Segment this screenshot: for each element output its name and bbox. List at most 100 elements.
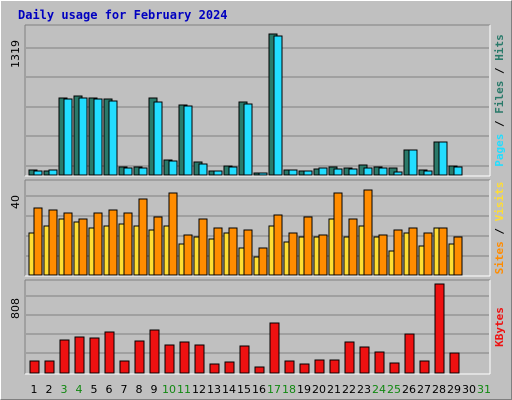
bar-visits-day-1 <box>33 207 43 276</box>
bar-visits-day-24 <box>378 234 388 276</box>
bar-visits-day-10 <box>168 192 178 276</box>
bar-kbytes-day-11 <box>179 341 190 374</box>
bar-pages-day-15 <box>243 103 253 176</box>
bar-pages-day-11 <box>183 105 193 176</box>
x-label-day-22: 22 <box>342 383 356 396</box>
bar-pages-day-18 <box>288 169 298 176</box>
bar-kbytes-day-27 <box>419 360 430 374</box>
bar-kbytes-day-3 <box>59 339 70 374</box>
bar-kbytes-day-14 <box>224 361 235 374</box>
x-label-day-17: 17 <box>267 383 281 396</box>
bar-pages-day-1 <box>33 170 43 176</box>
bar-kbytes-day-21 <box>329 359 340 374</box>
bar-kbytes-day-5 <box>89 337 100 374</box>
bar-kbytes-day-28 <box>434 283 445 374</box>
bar-visits-day-17 <box>273 214 283 276</box>
panel-kbytes: 808 KBytes <box>9 279 506 375</box>
bar-kbytes-day-17 <box>269 322 280 374</box>
legend-files: Files <box>493 81 506 114</box>
bar-kbytes-day-19 <box>299 363 310 374</box>
bar-visits-day-21 <box>333 192 343 276</box>
legend-separator: / <box>493 221 506 241</box>
legend-pages: Pages <box>493 134 506 167</box>
x-label-day-24: 24 <box>372 383 386 396</box>
bar-pages-day-16 <box>258 172 268 176</box>
bar-pages-day-9 <box>153 101 163 176</box>
bar-visits-day-20 <box>318 234 328 276</box>
bar-visits-day-29 <box>453 236 463 276</box>
x-label-day-31: 31 <box>477 383 491 396</box>
x-label-day-1: 1 <box>31 383 38 396</box>
bar-pages-day-14 <box>228 166 238 176</box>
bar-kbytes-day-20 <box>314 359 325 374</box>
bar-visits-day-25 <box>393 229 403 276</box>
bar-kbytes-day-24 <box>374 351 385 374</box>
y-max-label: 40 <box>9 195 22 209</box>
bar-pages-day-26 <box>408 149 418 176</box>
bar-kbytes-day-1 <box>29 360 40 374</box>
bar-pages-day-10 <box>168 160 178 176</box>
bar-kbytes-day-12 <box>194 344 205 374</box>
x-label-day-7: 7 <box>121 383 128 396</box>
bar-pages-day-7 <box>123 167 133 176</box>
x-label-day-9: 9 <box>151 383 158 396</box>
bar-kbytes-day-13 <box>209 363 220 374</box>
x-label-day-14: 14 <box>222 383 236 396</box>
x-label-day-18: 18 <box>282 383 296 396</box>
x-label-day-27: 27 <box>417 383 431 396</box>
bar-kbytes-day-23 <box>359 346 370 374</box>
bar-kbytes-day-16 <box>254 366 265 374</box>
x-label-day-6: 6 <box>106 383 113 396</box>
x-label-day-2: 2 <box>46 383 53 396</box>
bar-pages-day-23 <box>363 167 373 176</box>
bar-kbytes-day-6 <box>104 331 115 374</box>
bar-kbytes-day-10 <box>164 344 175 374</box>
bar-visits-day-9 <box>153 216 163 276</box>
bar-kbytes-day-25 <box>389 362 400 374</box>
bar-pages-day-25 <box>393 171 403 176</box>
bar-visits-day-13 <box>213 227 223 276</box>
bar-visits-day-22 <box>348 218 358 276</box>
bar-pages-day-13 <box>213 170 223 176</box>
bar-pages-day-6 <box>108 100 118 176</box>
bar-pages-day-2 <box>48 169 58 176</box>
x-label-day-16: 16 <box>252 383 266 396</box>
bar-pages-day-4 <box>78 97 88 176</box>
legend-separator: / <box>493 61 506 81</box>
bar-visits-day-3 <box>63 212 73 276</box>
bar-visits-day-7 <box>123 212 133 276</box>
legend-label: Pages / Files / Hits <box>493 34 506 167</box>
x-label-day-12: 12 <box>192 383 206 396</box>
bar-pages-day-8 <box>138 167 148 176</box>
x-label-day-10: 10 <box>162 383 176 396</box>
bar-pages-day-5 <box>93 98 103 176</box>
bar-pages-day-20 <box>318 167 328 176</box>
bar-pages-day-27 <box>423 170 433 176</box>
x-label-day-23: 23 <box>357 383 371 396</box>
x-label-day-4: 4 <box>76 383 83 396</box>
x-label-day-15: 15 <box>237 383 251 396</box>
bar-pages-day-12 <box>198 163 208 176</box>
bar-visits-day-19 <box>303 216 313 276</box>
x-label-day-29: 29 <box>447 383 461 396</box>
bar-pages-day-29 <box>453 166 463 176</box>
bar-pages-day-21 <box>333 168 343 176</box>
bar-pages-day-3 <box>63 98 73 176</box>
x-label-day-25: 25 <box>387 383 401 396</box>
bar-visits-day-8 <box>138 198 148 276</box>
bar-kbytes-day-8 <box>134 340 145 374</box>
x-label-day-3: 3 <box>61 383 68 396</box>
bar-visits-day-28 <box>438 227 448 276</box>
bar-kbytes-day-7 <box>119 360 130 374</box>
legend-kbytes: KBytes <box>493 307 506 347</box>
panel-pages-files-hits: 1319 Pages / Files / Hits <box>9 24 506 177</box>
panel-visits-sites: 40 Sites / Visits <box>9 179 506 277</box>
legend-label: Sites / Visits <box>493 182 506 275</box>
bar-visits-day-15 <box>243 229 253 276</box>
bar-pages-day-17 <box>273 35 283 176</box>
bar-visits-day-14 <box>228 227 238 276</box>
chart-title: Daily usage for February 2024 <box>18 8 228 22</box>
bar-kbytes-day-15 <box>239 345 250 374</box>
x-label-day-21: 21 <box>327 383 341 396</box>
bar-pages-day-22 <box>348 168 358 176</box>
